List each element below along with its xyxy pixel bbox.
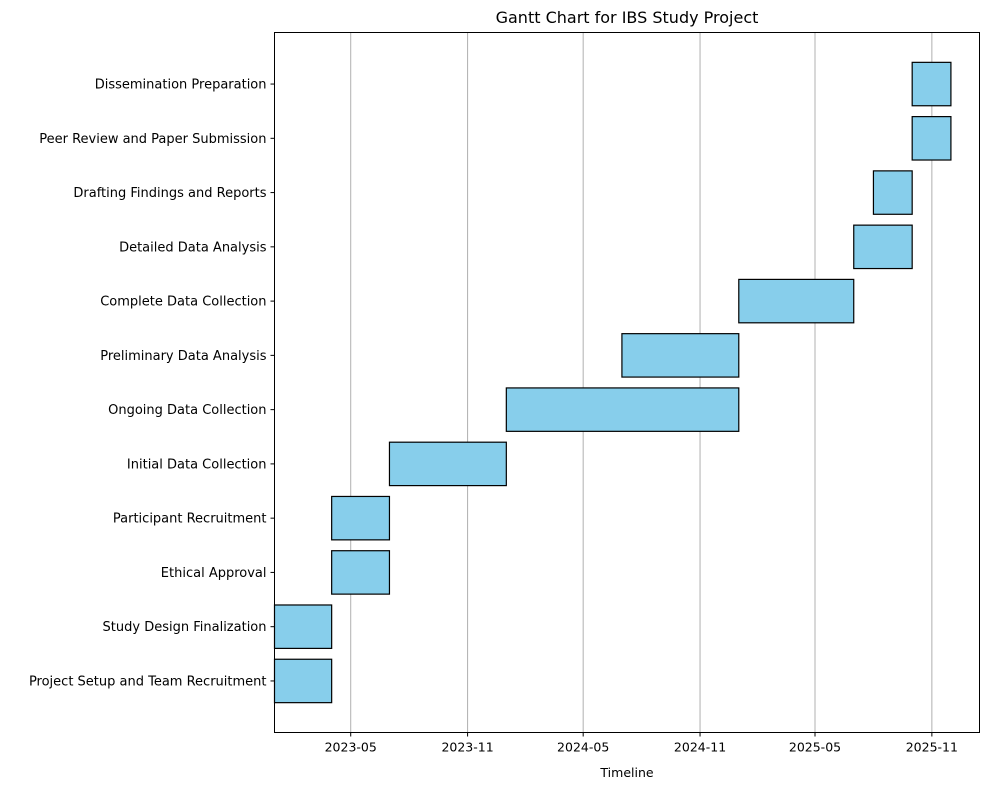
- chart-title: Gantt Chart for IBS Study Project: [496, 8, 759, 27]
- task-bars: [273, 61, 952, 704]
- task-label: Drafting Findings and Reports: [73, 186, 266, 201]
- task-bar: [621, 333, 740, 378]
- task-bar: [273, 658, 333, 704]
- task-bar: [738, 278, 855, 324]
- x-gridlines: [350, 32, 933, 733]
- task-bar: [273, 604, 333, 649]
- task-label: Initial Data Collection: [127, 457, 267, 472]
- x-tick-label: 2025-05: [789, 740, 841, 755]
- task-label: Ethical Approval: [161, 566, 267, 581]
- task-label: Project Setup and Team Recruitment: [29, 674, 267, 689]
- task-label: Preliminary Data Analysis: [100, 349, 267, 364]
- x-axis-label: Timeline: [599, 765, 653, 780]
- plot-frame: [274, 32, 980, 733]
- task-bar: [388, 441, 507, 487]
- task-bar: [331, 550, 391, 595]
- task-label: Study Design Finalization: [103, 620, 267, 635]
- x-tick-label: 2024-11: [674, 740, 726, 755]
- task-bar: [911, 61, 952, 107]
- x-tick-label: 2023-05: [325, 740, 377, 755]
- task-bar: [853, 224, 913, 270]
- y-axis-tick-labels: Project Setup and Team Recruitment Study …: [29, 78, 275, 689]
- task-label: Peer Review and Paper Submission: [39, 132, 266, 147]
- x-axis-tick-labels: 2023-05 2023-11 2024-05 2024-11 2025-05 2025-…: [325, 732, 958, 755]
- task-label: Detailed Data Analysis: [119, 240, 267, 255]
- task-bar: [911, 116, 952, 161]
- task-bar: [331, 495, 391, 541]
- x-tick-label: 2023-11: [441, 740, 493, 755]
- task-label: Participant Recruitment: [113, 512, 267, 527]
- task-label: Complete Data Collection: [100, 295, 266, 310]
- task-bar: [872, 170, 913, 215]
- task-label: Dissemination Preparation: [95, 78, 267, 93]
- x-tick-label: 2024-05: [557, 740, 609, 755]
- task-label: Ongoing Data Collection: [108, 403, 266, 418]
- x-tick-label: 2025-11: [906, 740, 958, 755]
- task-bar: [505, 387, 740, 432]
